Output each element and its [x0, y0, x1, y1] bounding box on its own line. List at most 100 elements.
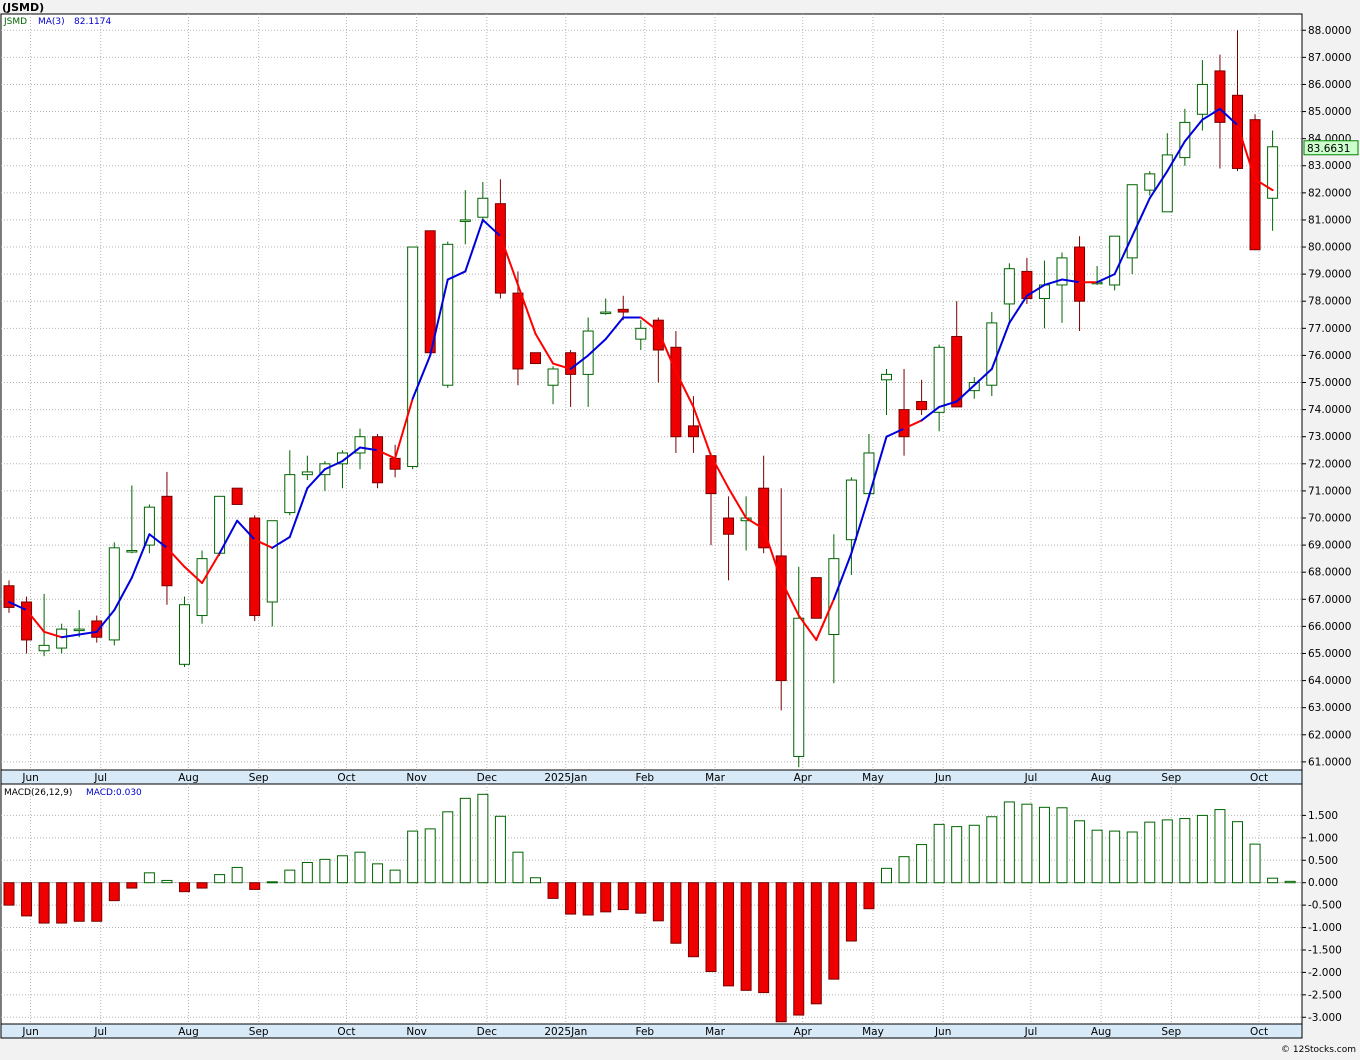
price-y-tick-label: 72.0000 [1308, 458, 1351, 470]
ma-segment [60, 633, 81, 639]
price-y-tick-label: 74.0000 [1308, 404, 1351, 416]
macd-bar [214, 874, 226, 884]
candle-body [670, 346, 682, 438]
ma-segment [130, 533, 151, 579]
candle-body [1126, 184, 1138, 259]
month-label: Feb [636, 1026, 655, 1038]
macd-bar [1074, 820, 1086, 884]
ma-segment [306, 468, 326, 490]
price-y-tick-label: 86.0000 [1308, 79, 1351, 91]
price-y-tick-label: 69.0000 [1308, 540, 1351, 552]
ma-segment [394, 397, 414, 460]
candle-body [1021, 270, 1033, 300]
macd-bar [1126, 831, 1138, 884]
grid [1, 14, 1302, 1024]
ma-segment [165, 546, 186, 568]
ma-segment [1025, 283, 1046, 297]
macd-bars [1, 793, 1302, 1023]
macd-bar [442, 811, 454, 884]
macd-bar [617, 882, 629, 911]
macd-label: MACD(26,12,9) [4, 788, 72, 798]
month-label: Apr [794, 1026, 813, 1038]
ma-segment [481, 218, 502, 238]
ma-segment [990, 321, 1011, 370]
macd-bar [723, 882, 735, 987]
macd-bar [828, 882, 840, 980]
ma-segment [745, 517, 765, 530]
macd-y-tick-label: -2.500 [1308, 989, 1342, 1001]
ma-segment [780, 579, 800, 617]
macd-bar [986, 816, 998, 884]
candle-body [565, 352, 577, 375]
month-label: Oct [337, 1026, 355, 1038]
macd-bar [740, 882, 752, 991]
candle-body [108, 547, 120, 641]
price-y-tick-label: 67.0000 [1308, 594, 1351, 606]
candle-body [196, 558, 208, 617]
macd-y-tick-label: -0.500 [1308, 900, 1342, 912]
candle-body [512, 292, 524, 370]
month-label: Sep [1161, 1026, 1181, 1038]
ma-segment [1218, 107, 1239, 127]
ma-segment [446, 270, 467, 281]
macd-bar [494, 815, 506, 884]
month-label: Oct [1250, 772, 1268, 784]
ma-segment [201, 552, 221, 585]
price-y-tick-label: 85.0000 [1308, 106, 1351, 118]
candle-body [1196, 83, 1208, 115]
ma-segment [850, 495, 870, 555]
candle-body [372, 436, 384, 484]
macd-bar [1038, 806, 1050, 884]
candle-body [652, 319, 664, 351]
price-y-tick-label: 79.0000 [1308, 269, 1351, 281]
ma-segment [762, 527, 783, 582]
month-label: May [862, 1026, 884, 1038]
macd-bar [1144, 821, 1156, 884]
macd-bar [512, 851, 524, 884]
price-y-tick-label: 68.0000 [1308, 567, 1351, 579]
ma-segment [236, 519, 256, 541]
ma-segment [8, 601, 28, 612]
macd-bar [775, 882, 787, 1023]
price-y-tick-label: 88.0000 [1308, 25, 1351, 37]
macd-y-tick-label: 1.000 [1308, 832, 1338, 844]
macd-value-label: MACD:0.030 [86, 788, 142, 798]
ma-segment [1008, 294, 1028, 324]
candle-body [635, 327, 647, 340]
candle-body [442, 243, 454, 386]
month-label: 2025Jan [544, 1026, 587, 1038]
ma-segment [288, 487, 309, 538]
macd-y-tick-label: -3.000 [1308, 1012, 1342, 1024]
candle-body [898, 409, 910, 438]
ma-segment [867, 435, 888, 498]
candle-body [301, 471, 313, 476]
macd-bar [1003, 801, 1015, 884]
macd-bar [565, 882, 577, 915]
ma-segment [253, 538, 274, 549]
macd-bar [1161, 819, 1173, 884]
price-y-tick-label: 80.0000 [1308, 242, 1351, 254]
ma-segment [1183, 118, 1204, 143]
ma-segment [587, 338, 607, 357]
last-price-box [1303, 140, 1359, 156]
candle-body [933, 346, 945, 413]
macd-y-tick-label: -1.500 [1308, 944, 1342, 956]
candle-body [687, 425, 699, 438]
candle-body [986, 322, 998, 386]
ma-segment [657, 330, 677, 373]
macd-bar [1214, 809, 1226, 884]
macd-bar [1091, 829, 1103, 884]
candle-body [810, 577, 822, 619]
month-label: Sep [1161, 772, 1181, 784]
ma-segment [78, 630, 98, 636]
macd-bar [547, 882, 559, 899]
month-label: Mar [705, 772, 725, 784]
ma-segment [1148, 170, 1169, 200]
macd-bar [477, 793, 489, 884]
price-y-tick-label: 81.0000 [1308, 214, 1351, 226]
ma-segment [43, 630, 63, 639]
price-y-tick-label: 61.0000 [1308, 756, 1351, 768]
month-label: Nov [406, 772, 427, 784]
